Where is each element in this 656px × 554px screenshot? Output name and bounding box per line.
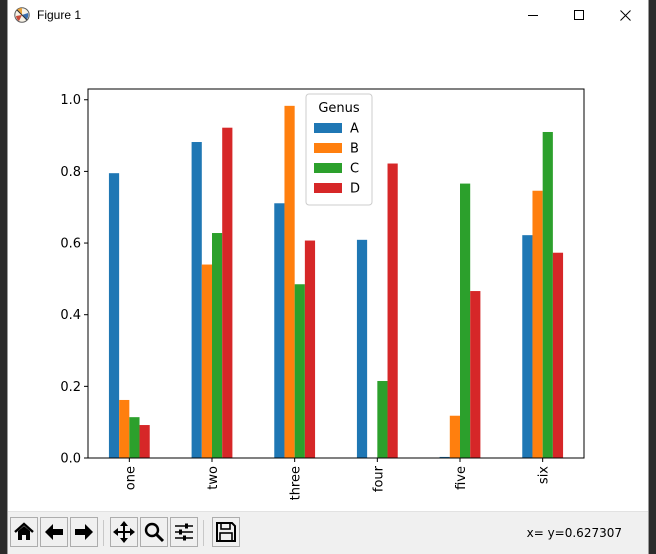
pan-move-icon bbox=[113, 521, 135, 543]
bar-D-two bbox=[222, 127, 233, 458]
bar-C-six bbox=[542, 131, 553, 458]
x-tick-label: two bbox=[206, 466, 221, 490]
legend-title: Genus bbox=[318, 101, 360, 116]
bar-C-four bbox=[377, 380, 388, 458]
x-tick-label: one bbox=[123, 466, 138, 490]
axes-frame bbox=[87, 88, 585, 459]
close-button[interactable] bbox=[602, 0, 648, 31]
back-arrow-icon bbox=[45, 524, 63, 540]
maximize-icon bbox=[573, 10, 584, 20]
bar-A-four bbox=[356, 239, 368, 458]
bar-D-five bbox=[470, 291, 481, 458]
x-tick-label: three bbox=[289, 466, 304, 500]
configure-subplots-button[interactable] bbox=[170, 517, 198, 547]
matplotlib-app-icon bbox=[14, 7, 30, 23]
bar-C-two bbox=[212, 233, 223, 458]
minimize-button[interactable] bbox=[510, 0, 556, 31]
configure-subplots-icon bbox=[175, 523, 193, 541]
title-bar[interactable]: Figure 1 bbox=[8, 0, 648, 31]
legend-swatch-C bbox=[314, 163, 342, 173]
home-button[interactable] bbox=[10, 517, 38, 547]
y-tick-label: 0.8 bbox=[60, 165, 81, 180]
legend-label-C: C bbox=[350, 162, 359, 177]
bar-A-one bbox=[108, 173, 120, 458]
cursor-coordinates: x= y=0.627307 bbox=[526, 526, 622, 540]
toolbar-separator bbox=[103, 520, 104, 546]
back-button[interactable] bbox=[40, 517, 68, 547]
x-tick-label: six bbox=[537, 466, 552, 484]
zoom-magnifier-icon bbox=[144, 522, 165, 543]
home-icon bbox=[14, 522, 34, 540]
bar-C-five bbox=[460, 183, 471, 458]
window-title: Figure 1 bbox=[37, 8, 82, 22]
bar-D-six bbox=[552, 252, 564, 458]
plot-canvas[interactable]: 0.0 0.2 0.4 0.6 0.8 1.0 one two three four five six… bbox=[8, 31, 648, 511]
forward-arrow-icon bbox=[75, 524, 93, 540]
navigation-toolbar: x= y=0.627307 bbox=[8, 511, 648, 554]
bar-A-five bbox=[439, 456, 450, 458]
legend-swatch-A bbox=[314, 123, 342, 133]
close-icon bbox=[619, 10, 631, 21]
legend-swatch-D bbox=[314, 183, 342, 193]
zoom-button[interactable] bbox=[140, 517, 168, 547]
bar-B-six bbox=[532, 190, 543, 459]
bar-A-six bbox=[522, 235, 533, 458]
y-tick-label: 0.6 bbox=[60, 237, 81, 252]
bar-A-three bbox=[274, 203, 285, 458]
figure-window: Figure 1 0.0 0.2 0.4 0.6 0.8 1.0 one two three fo… bbox=[8, 0, 648, 554]
legend-swatch-B bbox=[314, 143, 342, 153]
bar-C-three bbox=[294, 284, 305, 458]
bar-D-one bbox=[139, 425, 150, 458]
minimize-icon bbox=[527, 15, 538, 16]
maximize-button[interactable] bbox=[556, 0, 602, 31]
x-tick-label: four bbox=[371, 465, 386, 492]
legend-label-B: B bbox=[350, 142, 359, 157]
bar-A-two bbox=[191, 142, 202, 458]
pan-button[interactable] bbox=[110, 517, 138, 547]
x-tick-label: five bbox=[454, 466, 469, 490]
bar-B-five bbox=[449, 415, 460, 458]
bar-B-three bbox=[284, 105, 295, 458]
y-tick-label: 0.2 bbox=[60, 380, 81, 395]
y-tick-label: 1.0 bbox=[60, 93, 81, 108]
legend-label-D: D bbox=[350, 182, 360, 197]
save-button[interactable] bbox=[212, 517, 240, 547]
bar-chart: 0.0 0.2 0.4 0.6 0.8 1.0 one two three four five six… bbox=[60, 88, 585, 500]
forward-button[interactable] bbox=[70, 517, 98, 547]
bar-C-one bbox=[129, 417, 140, 458]
bar-D-four bbox=[387, 163, 398, 458]
y-tick-label: 0.4 bbox=[60, 308, 81, 323]
save-floppy-icon bbox=[216, 522, 236, 542]
bar-D-three bbox=[304, 240, 316, 458]
toolbar-separator bbox=[203, 520, 204, 546]
legend-label-A: A bbox=[350, 122, 359, 137]
bar-B-two bbox=[201, 264, 212, 458]
bar-B-one bbox=[119, 399, 130, 458]
y-tick-label: 0.0 bbox=[60, 452, 81, 467]
